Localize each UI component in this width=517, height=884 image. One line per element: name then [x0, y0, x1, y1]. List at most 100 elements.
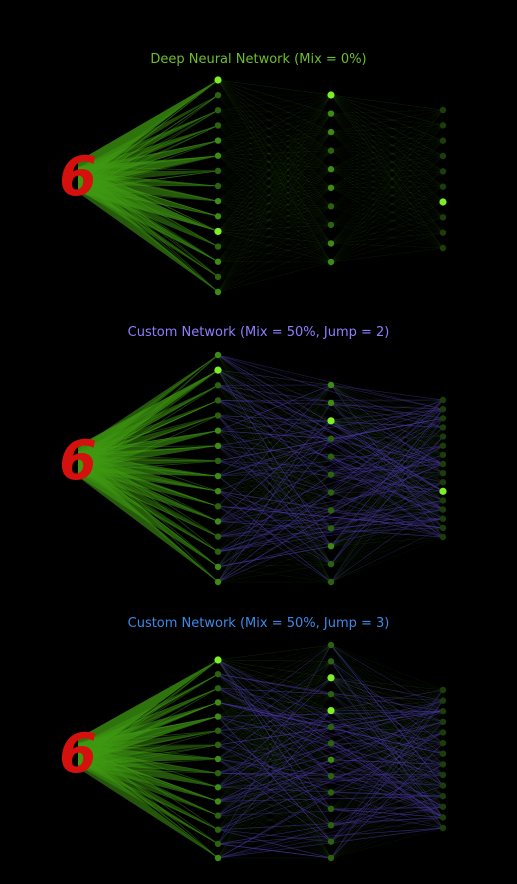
- layer-edge: [217, 475, 332, 547]
- neuron-node: [214, 741, 222, 749]
- layer-edge: [330, 743, 444, 765]
- input-edge: [87, 185, 219, 263]
- neuron-node: [214, 243, 222, 250]
- layer-edge: [217, 775, 332, 802]
- layer-edge: [217, 808, 332, 830]
- layer-edge: [217, 110, 332, 207]
- neuron-node: [439, 424, 447, 431]
- skip-edge: [330, 817, 444, 826]
- layer-edge: [217, 677, 332, 774]
- layer-edge: [217, 430, 332, 475]
- layer-edge: [330, 109, 444, 114]
- neuron-node: [327, 706, 335, 715]
- layer-edge: [330, 109, 444, 133]
- layer-edge: [330, 817, 444, 842]
- layer-edge: [217, 659, 332, 711]
- neuron-node: [439, 782, 447, 789]
- layer-edge: [330, 644, 444, 754]
- layer-edge: [330, 689, 444, 760]
- layer-edge: [330, 732, 444, 859]
- layer-edge: [330, 710, 444, 744]
- skip-edge: [217, 445, 444, 522]
- input-edge: [87, 445, 219, 456]
- layer-edge: [330, 721, 444, 859]
- layer-edge: [330, 168, 444, 203]
- skip-edge: [330, 454, 444, 583]
- skip-edge: [330, 759, 444, 765]
- layer-edge: [330, 677, 444, 829]
- layer-edge: [330, 420, 444, 529]
- layer-edge: [217, 661, 332, 703]
- neuron-node: [214, 670, 222, 678]
- input-edge: [78, 176, 218, 277]
- skip-edge: [330, 454, 444, 493]
- layer-edge: [330, 418, 444, 547]
- layer-edge: [330, 474, 444, 529]
- layer-edge: [217, 460, 332, 475]
- layer-edge: [217, 131, 332, 232]
- layer-edge: [330, 113, 444, 249]
- skip-edge: [217, 673, 332, 760]
- neuron-node: [327, 221, 335, 229]
- skip-edge: [217, 726, 332, 816]
- layer-edge: [330, 402, 444, 538]
- layer-edge: [330, 427, 444, 511]
- layer-edge: [217, 187, 332, 232]
- layer-edge: [217, 710, 332, 717]
- layer-edge: [330, 445, 444, 583]
- layer-edge: [217, 420, 332, 552]
- input-edge: [87, 464, 219, 553]
- panel-title-custom-jump-2: Custom Network (Mix = 50%, Jump = 2): [127, 325, 390, 340]
- layer-edge: [217, 168, 332, 172]
- skip-edge: [330, 436, 444, 547]
- skip-edge: [330, 661, 444, 829]
- skip-edge: [217, 721, 444, 774]
- input-edge: [78, 751, 218, 816]
- layer-edge: [217, 110, 332, 263]
- layer-edge: [217, 369, 332, 457]
- skip-edge: [217, 445, 332, 529]
- skip-edge: [330, 775, 444, 797]
- layer-edge: [217, 113, 332, 187]
- layer-edge: [217, 659, 332, 760]
- layer-edge: [330, 661, 444, 807]
- neuron-node: [214, 397, 222, 404]
- layer-edge: [217, 140, 332, 226]
- input-edge: [78, 457, 218, 507]
- input-edge: [87, 155, 219, 170]
- layer-edge: [330, 693, 444, 701]
- neuron-node: [214, 227, 222, 236]
- skip-edge: [330, 644, 444, 712]
- layer-edge: [217, 200, 332, 226]
- neuron-node: [214, 182, 222, 190]
- neuron-node: [214, 137, 222, 144]
- layer-edge: [217, 150, 332, 156]
- layer-edge: [330, 201, 444, 244]
- layer-edge: [330, 445, 444, 457]
- input-edge: [78, 748, 218, 774]
- layer-edge: [217, 430, 332, 565]
- skip-edge: [217, 384, 444, 501]
- layer-edge: [330, 243, 444, 249]
- layer-edge: [217, 815, 332, 826]
- layer-edge: [217, 506, 332, 547]
- neuron-node: [327, 417, 335, 425]
- layer-edge: [330, 140, 444, 151]
- neuron-node: [327, 240, 335, 247]
- layer-edge: [330, 109, 444, 207]
- skip-edge: [330, 764, 444, 842]
- layer-edge: [217, 94, 332, 188]
- skip-edge: [217, 415, 332, 529]
- layer-edge: [217, 730, 332, 859]
- layer-edge: [217, 510, 332, 522]
- layer-edge: [217, 661, 332, 774]
- neuron-node: [327, 489, 335, 496]
- layer-edge: [330, 438, 444, 483]
- layer-edge: [330, 726, 444, 786]
- layer-edge: [217, 688, 332, 744]
- skip-edge: [217, 400, 332, 440]
- layer-edge: [217, 113, 332, 293]
- layer-edge: [330, 492, 444, 510]
- layer-edge: [330, 774, 444, 842]
- layer-edge: [217, 94, 332, 247]
